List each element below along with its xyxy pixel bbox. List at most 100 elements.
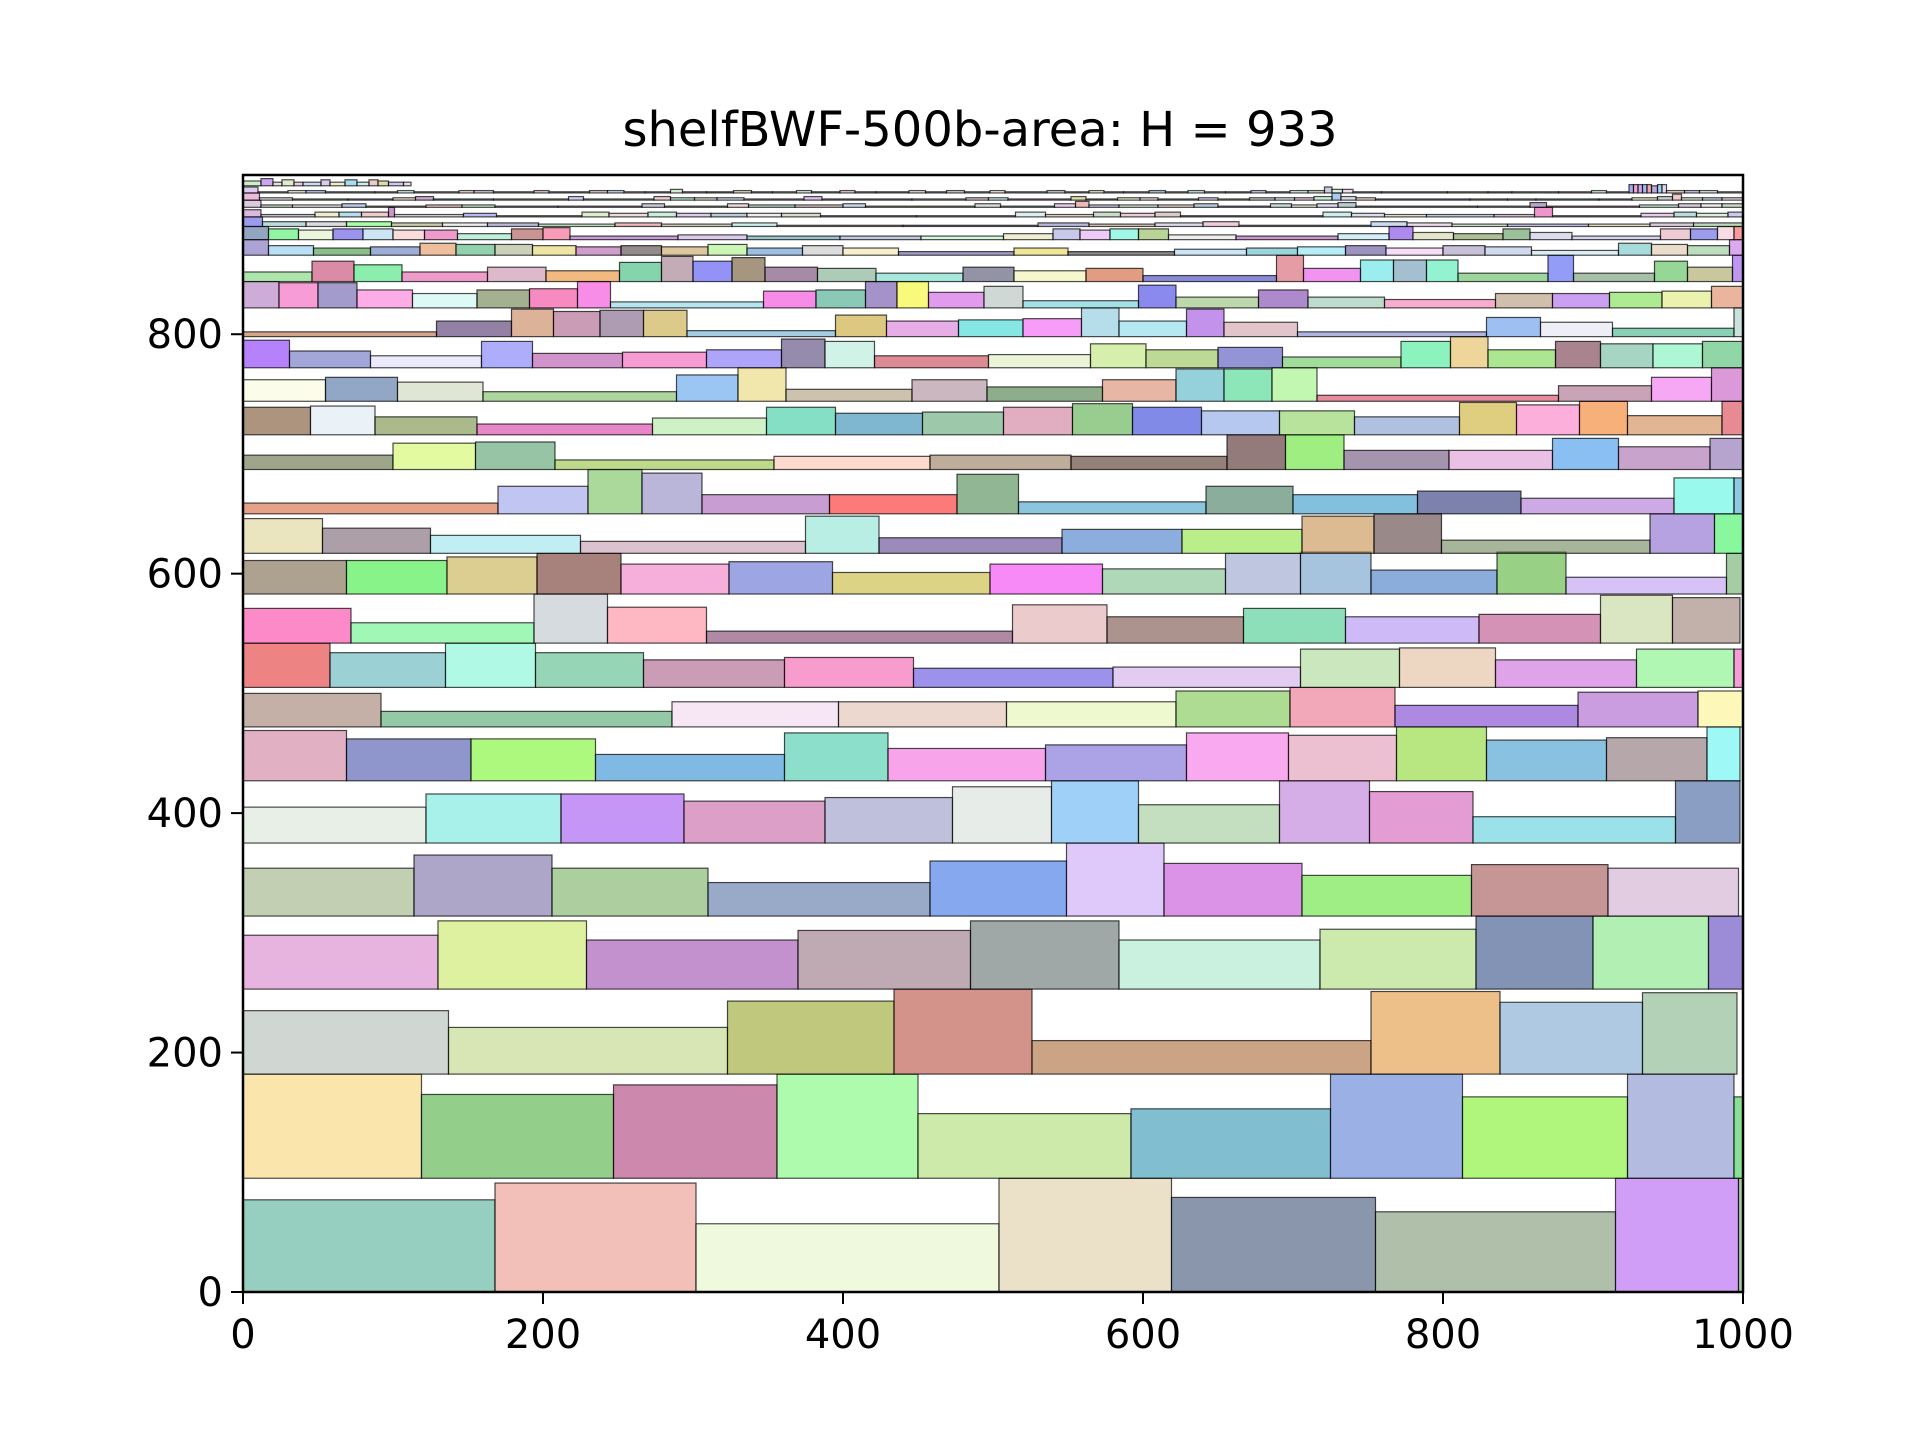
- packed-rect-501: [257, 191, 289, 194]
- packed-rect-30: [969, 920, 1120, 990]
- packed-rect-139: [828, 494, 958, 515]
- packed-rect-560: [1632, 183, 1639, 194]
- packed-rect-313: [1245, 247, 1299, 256]
- packed-rect-90: [1398, 647, 1497, 689]
- packed-rect-365: [614, 222, 663, 228]
- packed-rect-311: [1067, 251, 1176, 256]
- packed-rect-137: [641, 472, 703, 515]
- packed-rect-516: [644, 191, 672, 194]
- packed-rect-443: [1290, 204, 1318, 208]
- packed-rect-287: [1425, 259, 1459, 283]
- packed-rect-41: [1065, 842, 1165, 917]
- packed-rect-451: [1677, 203, 1702, 208]
- packed-rect-146: [1673, 477, 1735, 515]
- packed-rect-43: [1301, 874, 1473, 917]
- packed-rect-460: [432, 198, 495, 201]
- packed-rect-575: [293, 181, 304, 187]
- packed-rect-323: [1728, 239, 1744, 256]
- packed-rect-574: [281, 179, 295, 187]
- packed-rect-205: [780, 338, 826, 369]
- packed-rect-299: [455, 243, 496, 256]
- packed-rect-397: [780, 212, 822, 218]
- packed-rect-482: [1248, 197, 1276, 201]
- packed-rect-103: [1478, 613, 1602, 644]
- packed-rect-561: [1637, 183, 1644, 194]
- rectangles-layer: [242, 177, 1744, 1293]
- packed-rect-84: [534, 652, 645, 689]
- packed-rect-522: [771, 191, 798, 194]
- packed-rect-568: [1683, 189, 1701, 194]
- packed-rect-138: [701, 494, 831, 515]
- packed-rect-507: [413, 191, 460, 194]
- packed-rect-9: [420, 1093, 615, 1179]
- packed-rect-67: [1395, 726, 1488, 782]
- packed-rect-549: [1331, 188, 1344, 194]
- packed-rect-127: [1061, 528, 1183, 554]
- packed-rect-525: [839, 189, 856, 194]
- packed-rect-276: [764, 266, 819, 283]
- packed-rect-376: [1406, 222, 1453, 228]
- packed-rect-177: [1515, 404, 1581, 436]
- packed-rect-564: [1650, 185, 1659, 194]
- packed-rect-404: [1154, 211, 1182, 218]
- packed-rect-430: [794, 204, 844, 208]
- packed-rect-134: [242, 502, 499, 515]
- packed-rect-572: [260, 177, 274, 187]
- packed-rect-132: [1649, 513, 1716, 554]
- packed-rect-115: [1224, 552, 1302, 595]
- packed-rect-284: [1302, 267, 1362, 283]
- chart-title: shelfBWF-500b-area: H = 933: [622, 102, 1337, 158]
- packed-rect-370: [1037, 222, 1090, 228]
- packed-rect-92: [1635, 648, 1735, 689]
- packed-rect-570: [1716, 191, 1744, 194]
- packed-rect-194: [1316, 394, 1560, 402]
- packed-rect-324: [242, 225, 270, 241]
- packed-rect-54: [1278, 780, 1371, 844]
- packed-rect-556: [1557, 191, 1593, 194]
- packed-rect-213: [1400, 340, 1452, 369]
- packed-rect-537: [1103, 191, 1125, 194]
- packed-rect-109: [536, 552, 622, 595]
- packed-rect-128: [1181, 528, 1303, 554]
- packed-rect-544: [1250, 189, 1267, 194]
- packed-rect-83: [444, 642, 537, 689]
- packed-rect-247: [576, 280, 612, 309]
- packed-rect-104: [1599, 594, 1674, 644]
- packed-rect-580: [356, 181, 370, 187]
- packed-rect-302: [575, 246, 622, 256]
- y-tick-label-600: 600: [147, 552, 223, 598]
- packed-rect-215: [1487, 349, 1557, 369]
- packed-rect-297: [369, 246, 421, 256]
- packed-rect-224: [599, 309, 645, 338]
- packed-rect-266: [242, 271, 313, 283]
- packed-rect-532: [989, 189, 1006, 194]
- packed-rect-195: [1557, 385, 1653, 402]
- packed-rect-249: [762, 290, 817, 309]
- packed-rect-26: [242, 934, 439, 990]
- packed-rect-353: [1659, 228, 1692, 241]
- packed-rect-18: [242, 1010, 450, 1075]
- packed-rect-168: [834, 412, 924, 436]
- packed-rect-42: [1163, 862, 1303, 917]
- packed-rect-234: [1223, 321, 1299, 338]
- packed-rect-410: [1493, 213, 1536, 218]
- packed-rect-231: [1080, 307, 1120, 338]
- packed-rect-493: [1598, 198, 1633, 201]
- packed-rect-174: [1278, 410, 1356, 436]
- packed-rect-121: [242, 518, 324, 554]
- packed-rect-540: [1164, 191, 1189, 194]
- packed-rect-388: [393, 213, 465, 218]
- packed-rect-111: [728, 561, 834, 595]
- packed-rect-573: [272, 181, 283, 187]
- y-tick-label-400: 400: [147, 791, 223, 837]
- packed-rect-289: [1547, 254, 1575, 283]
- packed-rect-131: [1440, 539, 1651, 554]
- packed-rect-520: [732, 189, 753, 194]
- packed-rect-345: [1235, 235, 1339, 241]
- packed-rect-567: [1665, 189, 1686, 194]
- packed-rect-66: [1287, 734, 1398, 782]
- packed-rect-432: [864, 205, 976, 208]
- packed-rect-21: [893, 988, 1033, 1075]
- packed-rect-173: [1200, 410, 1281, 436]
- packed-rect-337: [839, 235, 922, 241]
